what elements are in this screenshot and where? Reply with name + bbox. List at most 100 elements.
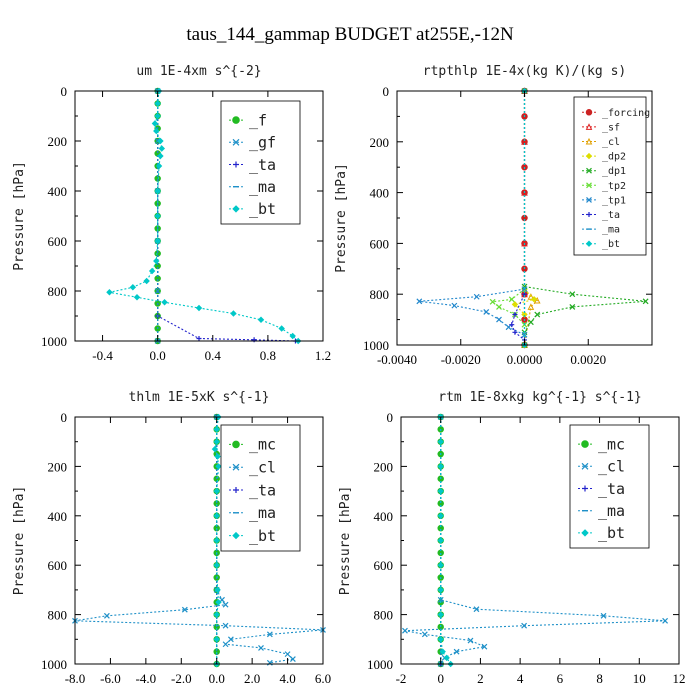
legend-label: _forcing bbox=[602, 108, 650, 119]
x-tick-label: 0.8 bbox=[260, 348, 276, 363]
data-point bbox=[483, 309, 490, 315]
data-point bbox=[133, 294, 141, 301]
y-tick-label: 600 bbox=[48, 558, 68, 573]
x-tick-label: 4 bbox=[517, 671, 524, 686]
legend-label: _ma bbox=[602, 225, 620, 236]
legend-label: _bt bbox=[249, 527, 276, 545]
data-point bbox=[437, 438, 444, 445]
series-points-bt bbox=[106, 87, 302, 345]
panel-title: um 1E-4xm s^{-2} bbox=[136, 64, 261, 79]
data-point bbox=[521, 286, 528, 293]
data-point bbox=[437, 487, 444, 495]
data-point bbox=[230, 310, 237, 317]
data-point bbox=[278, 325, 285, 332]
x-tick-label: -0.0040 bbox=[377, 352, 417, 367]
legend-marker bbox=[233, 487, 239, 493]
data-point bbox=[527, 319, 534, 326]
series-line-dp1 bbox=[523, 91, 646, 345]
data-point bbox=[222, 622, 229, 629]
x-tick-label: 0 bbox=[437, 671, 444, 686]
data-point bbox=[451, 302, 458, 309]
legend-marker bbox=[586, 196, 592, 203]
y-tick-label: 400 bbox=[374, 509, 394, 524]
y-tick-label: 400 bbox=[48, 184, 68, 199]
y-tick-label: 0 bbox=[383, 84, 390, 99]
data-point bbox=[222, 641, 229, 648]
legend-label: _bt bbox=[598, 524, 625, 542]
x-tick-label: 1.2 bbox=[315, 348, 331, 363]
data-point bbox=[521, 239, 528, 247]
legend-label: _bt bbox=[602, 239, 620, 250]
data-point bbox=[467, 637, 474, 644]
panels: um 1E-4xm s^{-2}Pressure [hPa]0200400600… bbox=[12, 64, 686, 686]
data-point bbox=[437, 596, 444, 603]
y-tick-label: 1000 bbox=[367, 657, 393, 672]
legend-marker bbox=[586, 182, 592, 189]
data-point bbox=[154, 112, 161, 120]
data-point bbox=[569, 303, 576, 310]
legend-marker bbox=[232, 205, 240, 213]
data-point bbox=[437, 537, 444, 544]
data-point bbox=[521, 622, 528, 629]
data-point bbox=[143, 277, 150, 285]
x-tick-label: -6.0 bbox=[100, 671, 121, 686]
data-point bbox=[437, 561, 444, 569]
data-point bbox=[106, 289, 113, 296]
x-tick-label: -4.0 bbox=[136, 671, 157, 686]
y-tick-label: 400 bbox=[370, 186, 390, 201]
data-point bbox=[533, 296, 541, 304]
panel-title: rtpthlp 1E-4x(kg K)/(kg s) bbox=[423, 64, 627, 79]
legend-label: _gf bbox=[249, 134, 276, 152]
data-point bbox=[213, 512, 220, 520]
series-line-cl bbox=[523, 288, 539, 346]
data-point bbox=[153, 257, 160, 265]
data-point bbox=[509, 322, 515, 328]
data-point bbox=[211, 445, 219, 453]
x-tick-label: 4.0 bbox=[279, 671, 295, 686]
panel-4: rtm 1E-8xkg kg^{-1} s^{-1} Pressure [hPa]… bbox=[338, 390, 686, 686]
data-point bbox=[439, 648, 446, 655]
data-point bbox=[154, 212, 161, 220]
data-point bbox=[157, 137, 164, 145]
data-point bbox=[158, 145, 166, 152]
data-point bbox=[213, 611, 220, 618]
y-axis-label: Pressure [hPa] bbox=[12, 486, 27, 596]
x-tick-label: 0.0000 bbox=[507, 352, 543, 367]
legend-label: _cl bbox=[598, 458, 625, 476]
data-point bbox=[258, 645, 264, 651]
data-point bbox=[257, 316, 265, 323]
legend-label: _tp2 bbox=[602, 181, 626, 192]
data-point bbox=[527, 293, 535, 300]
legend-marker bbox=[232, 463, 240, 471]
series-points-tp2 bbox=[489, 286, 528, 328]
series-line-tp1 bbox=[419, 288, 525, 336]
data-point bbox=[662, 617, 669, 624]
data-point bbox=[266, 631, 273, 638]
legend-marker bbox=[585, 240, 593, 247]
data-point bbox=[416, 298, 423, 305]
data-point bbox=[642, 298, 649, 305]
x-tick-label: 6 bbox=[557, 671, 564, 686]
x-tick-label: -2 bbox=[396, 671, 407, 686]
data-point bbox=[521, 331, 528, 338]
data-point bbox=[489, 298, 496, 305]
data-point bbox=[453, 648, 460, 655]
data-point bbox=[154, 237, 161, 245]
data-point bbox=[534, 311, 541, 318]
data-point bbox=[512, 312, 518, 318]
legend-marker bbox=[585, 152, 593, 160]
series-line-cl bbox=[74, 417, 324, 664]
legend-label: _tp1 bbox=[602, 195, 626, 206]
legend-label: _dp1 bbox=[602, 166, 626, 177]
data-point bbox=[214, 453, 221, 460]
x-tick-label: 6.0 bbox=[315, 671, 331, 686]
y-tick-label: 600 bbox=[48, 234, 68, 249]
y-tick-label: 1000 bbox=[41, 657, 67, 672]
data-point bbox=[289, 332, 296, 340]
x-tick-label: -8.0 bbox=[65, 671, 86, 686]
y-tick-label: 200 bbox=[48, 459, 68, 474]
y-tick-label: 0 bbox=[61, 410, 68, 425]
data-point bbox=[213, 487, 220, 495]
data-point bbox=[213, 438, 220, 445]
data-point bbox=[402, 627, 408, 634]
